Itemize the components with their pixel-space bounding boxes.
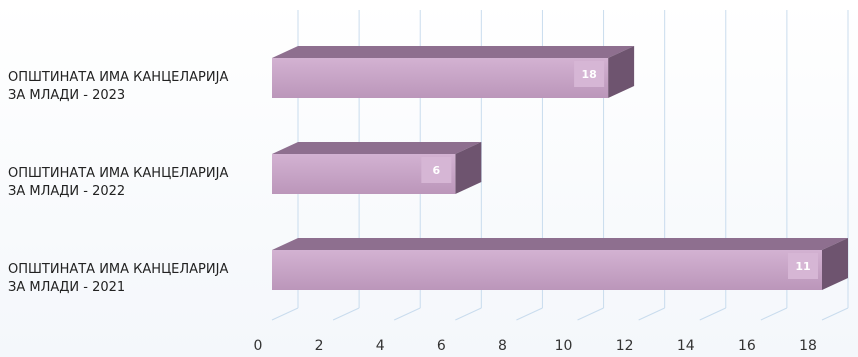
bar-front-face: [272, 58, 609, 98]
x-tick-label: 4: [376, 338, 385, 354]
gridline-floor: [394, 307, 421, 321]
gridline-floor: [455, 307, 482, 321]
x-tick-label: 14: [677, 338, 695, 354]
category-labels: ОПШТИНАТА ИМА КАНЦЕЛАРИЈА ЗА МЛАДИ - 2023…: [8, 70, 228, 295]
x-tick-label: 6: [437, 338, 446, 354]
gridline-floor: [332, 307, 360, 321]
x-tick-label: 18: [799, 338, 817, 354]
x-tick-label: 10: [555, 338, 573, 354]
bar: 11: [272, 238, 848, 290]
value-label-box: [421, 157, 452, 183]
value-label: 18: [581, 68, 596, 81]
gridline-floor: [638, 307, 665, 321]
bar-top-face: [272, 238, 848, 250]
bar-side-face: [455, 142, 482, 194]
gridline-floor: [760, 307, 788, 321]
value-label: 11: [795, 260, 810, 273]
x-axis-ticks: 0 2 4 6 8 10 12 14 16 18: [254, 338, 817, 354]
bar: 18: [272, 46, 635, 98]
value-label-box: [788, 253, 818, 279]
gridline-floor: [271, 307, 299, 321]
bar-front-face: [272, 250, 822, 290]
category-label: ОПШТИНАТА ИМА КАНЦЕЛАРИЈА ЗА МЛАДИ - 2022: [8, 166, 228, 199]
x-tick-label: 2: [315, 338, 324, 354]
gridline-floor: [699, 307, 726, 321]
value-label: 6: [433, 164, 441, 177]
bars: 18 6 11: [272, 46, 848, 290]
x-tick-label: 8: [498, 338, 507, 354]
gridline-floor: [516, 307, 543, 321]
category-label: ОПШТИНАТА ИМА КАНЦЕЛАРИЈА ЗА МЛАДИ - 2023: [8, 70, 228, 103]
category-label: ОПШТИНАТА ИМА КАНЦЕЛАРИЈА ЗА МЛАДИ - 2021: [8, 262, 228, 295]
bar-top-face: [272, 46, 635, 58]
x-tick-label: 0: [254, 338, 263, 354]
gridline-floor: [577, 307, 604, 321]
x-tick-label: 12: [616, 338, 634, 354]
bar-top-face: [272, 142, 482, 154]
gridline-floor: [821, 307, 849, 321]
bar: 6: [272, 142, 482, 194]
x-tick-label: 16: [738, 338, 756, 354]
value-label-box: [574, 61, 605, 87]
bar-side-face: [608, 46, 635, 98]
bar-side-face: [822, 238, 848, 290]
